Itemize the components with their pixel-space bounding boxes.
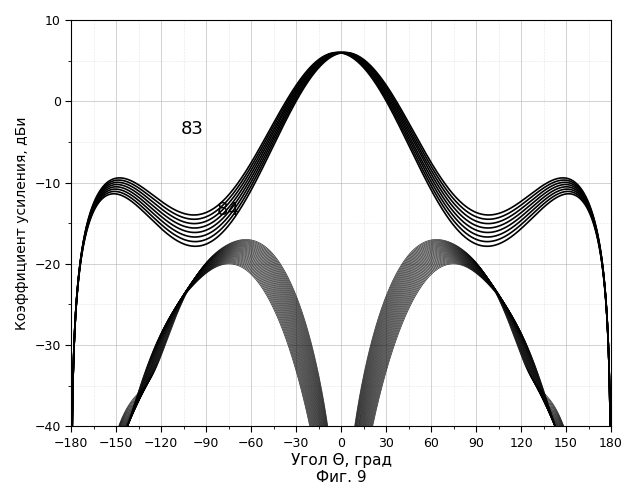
Y-axis label: Коэффициент усиления, дБи: Коэффициент усиления, дБи <box>15 116 29 330</box>
X-axis label: Угол Θ, град
Фиг. 9: Угол Θ, град Фиг. 9 <box>291 452 392 485</box>
Text: 83: 83 <box>181 120 204 138</box>
Text: 84: 84 <box>217 201 240 219</box>
